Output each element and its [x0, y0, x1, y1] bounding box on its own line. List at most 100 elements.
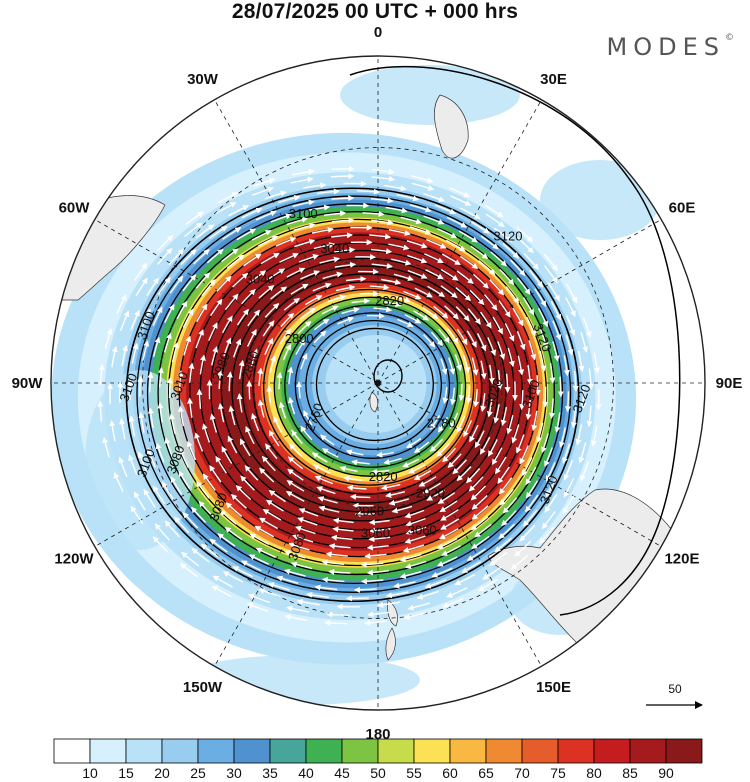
wind-vector-191 [369, 527, 391, 534]
wind-vector-480 [121, 344, 128, 366]
wind-vector-132 [407, 269, 428, 279]
wind-vector-398 [431, 567, 453, 578]
wind-patch-1 [85, 370, 195, 550]
wind-vector-325 [539, 328, 549, 349]
colorbar-swatch-5 [233, 738, 271, 764]
wind-vector-179 [371, 248, 393, 255]
longitude-label-120e: 120E [664, 551, 699, 568]
wind-vector-396 [498, 523, 515, 540]
colorbar-swatch-11 [449, 738, 487, 764]
wind-vector-127 [264, 303, 280, 318]
colorbar-label-45: 45 [334, 765, 350, 781]
wind-vector-316 [257, 235, 279, 247]
wind-vector-422 [502, 242, 520, 259]
wind-vector-21 [413, 441, 430, 453]
longitude-label-150w: 150W [183, 679, 223, 696]
contour-2780 [305, 320, 443, 451]
wind-vector-253 [188, 362, 195, 383]
wind-vector-503 [482, 566, 502, 580]
reference-arrow-label: 50 [668, 682, 682, 696]
wind-vector-35 [458, 383, 465, 402]
wind-vector-2 [440, 358, 448, 375]
wind-vector-451 [278, 194, 301, 204]
wind-vector-300 [470, 516, 489, 531]
wind-vector-174 [236, 308, 249, 326]
wind-vector-256 [232, 272, 249, 288]
wind-vector-269 [498, 477, 513, 495]
colorbar-swatch-1 [89, 738, 127, 764]
wind-vector-523 [251, 186, 274, 196]
meridian-60 [377, 219, 662, 384]
wind-vector-371 [191, 506, 207, 523]
wind-vector-525 [330, 173, 355, 180]
wind-vector-29 [313, 318, 330, 331]
wind-vector-276 [254, 525, 275, 538]
wind-vector-302 [399, 553, 422, 562]
colorbar-label-40: 40 [298, 765, 314, 781]
colorbar-label-15: 15 [118, 765, 134, 781]
wind-vector-38 [402, 458, 420, 468]
colorbar-label-10: 10 [82, 765, 98, 781]
wind-vector-411 [152, 306, 163, 326]
wind-vector-382 [307, 204, 331, 212]
wind-vector-273 [364, 552, 387, 559]
wind-vector-554 [97, 400, 104, 422]
meridian-150 [377, 382, 542, 667]
wind-vector-24 [321, 448, 339, 458]
colorbar-swatch-7 [305, 738, 343, 764]
wind-vector-476 [143, 488, 156, 508]
colorbar-label-90: 90 [658, 765, 674, 781]
wind-vector-246 [328, 543, 351, 550]
wind-vector-9 [303, 410, 313, 426]
wind-vector-390 [552, 320, 562, 341]
wind-vector-199 [211, 346, 219, 366]
wind-vector-146 [239, 438, 251, 457]
longitude-label-60e: 60E [669, 200, 696, 217]
wind-vector-312 [171, 341, 179, 363]
wind-vector-363 [471, 535, 490, 549]
wind-vector-389 [534, 288, 547, 307]
wind-vector-414 [222, 227, 242, 240]
wind-vector-385 [409, 204, 432, 213]
wind-vector-14 [366, 312, 385, 319]
wind-vector-184 [507, 347, 515, 368]
wind-vector-454 [423, 193, 446, 202]
longitude-label-0: 0 [374, 24, 382, 41]
wind-vector-293 [505, 286, 519, 304]
wind-vector-394 [545, 462, 556, 482]
wind-vector-43 [278, 401, 287, 419]
wind-vector-280 [177, 405, 185, 427]
wind-vector-495 [565, 297, 576, 318]
wind-vector-356 [537, 307, 548, 328]
wind-vector-519 [135, 277, 148, 297]
wind-vector-537 [580, 461, 590, 482]
wind-vector-377 [164, 303, 175, 323]
wind-vector-508 [286, 605, 310, 613]
wind-vector-348 [251, 230, 272, 241]
wind-vector-373 [155, 442, 165, 463]
wind-vector-97 [385, 491, 406, 499]
wind-vector-258 [294, 238, 316, 248]
wind-vector-136 [496, 370, 503, 390]
wind-vector-321 [437, 227, 458, 239]
wind-vector-543 [403, 612, 427, 620]
wind-vector-47 [321, 305, 339, 315]
wind-vector-443 [128, 415, 136, 437]
wind-vector-250 [209, 464, 222, 483]
wind-vector-100 [287, 468, 304, 481]
wind-vector-329 [525, 466, 537, 486]
wind-vector-194 [265, 499, 284, 512]
wind-vector-464 [544, 494, 558, 513]
wind-vector-283 [195, 303, 208, 323]
wind-vector-75 [442, 447, 456, 463]
wind-vector-553 [102, 436, 110, 458]
wind-vector-433 [424, 579, 447, 589]
wind-vector-175 [258, 285, 275, 299]
wind-vector-493 [517, 237, 534, 254]
wind-vector-140 [426, 489, 445, 501]
wind-vector-445 [131, 342, 139, 364]
wind-vector-435 [345, 595, 369, 602]
wind-vector-549 [179, 563, 199, 578]
wind-vector-226 [208, 322, 218, 341]
wind-vector-522 [216, 202, 237, 214]
